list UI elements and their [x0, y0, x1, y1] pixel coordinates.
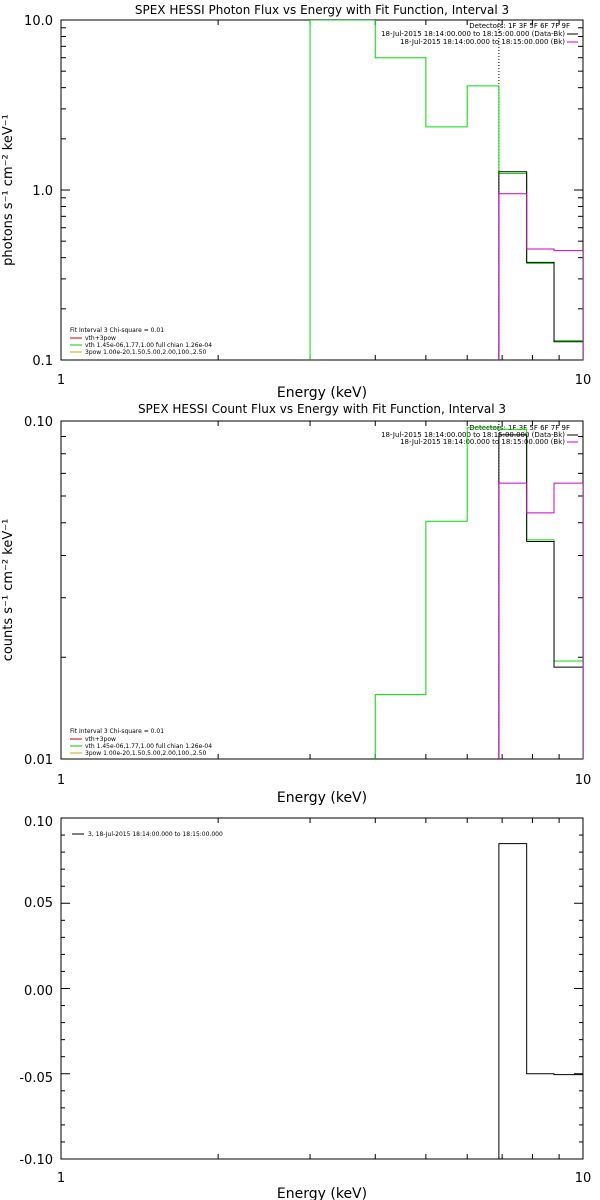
panel1-series-2 [498, 193, 583, 360]
panel2-series-1 [498, 434, 583, 759]
panel2-title: SPEX HESSI Count Flux vs Energy with Fit… [138, 402, 506, 416]
panel1-legend-bottom-3: 3pow 1.00e-20,1.50,5.00,2.00,100.,2.50 [85, 349, 206, 356]
panel2-xlabel: Energy (keV) [277, 790, 367, 806]
panel3-xtick-1: 1 [57, 1171, 65, 1186]
panel2-legend-bottom-3: 3pow 1.00e-20,1.50,5.00,2.00,100.,2.50 [85, 750, 206, 757]
panel2-legend-bottom-1: vth+3pow [85, 736, 116, 743]
panel3-xtick-10: 10 [575, 1171, 592, 1186]
panel2-ylabel: counts s⁻¹ cm⁻² keV⁻¹ [1, 519, 16, 662]
panel1-xtick-1: 1 [57, 373, 65, 388]
panel1-plot-area [60, 19, 584, 361]
panel2-legend-top-1: 18-Jul-2015 18:14:00.000 to 18:15:00.000… [381, 431, 565, 439]
panel1-series-0 [309, 20, 583, 360]
panel1-legend-top-0: Detectors: 1F 3F 5F 6F 7F 9F [469, 22, 570, 30]
panel1-xtick-10: 10 [575, 373, 592, 388]
panel3-ytick-neg0.05: -0.05 [19, 1071, 53, 1086]
panel3-ytick-0.10: 0.10 [24, 815, 53, 830]
panel3-ytick-neg0.10: -0.10 [19, 1153, 53, 1168]
panel2-frame [60, 420, 584, 760]
residuals-panel: Energy (keV) 1 10 -0.10 -0.05 0.00 0.05 … [19, 815, 591, 1200]
panel1-series-group [309, 20, 583, 360]
panel3-plot-area [60, 817, 584, 1160]
panel2-ytick-0.01: 0.01 [24, 753, 53, 768]
panel3-ytick-0.05: 0.05 [24, 896, 53, 911]
panel2-series-0 [374, 427, 583, 759]
panel2-legend-top-2: 18-Jul-2015 18:14:00.000 to 18:15:00.000… [400, 438, 565, 446]
panel1-legend-bottom-1: vth+3pow [85, 335, 116, 342]
panel2-legend-top-0: Detectors: 1F 3F 5F 6F 7F 9F [469, 424, 570, 432]
panel1-ylabel: photons s⁻¹ cm⁻² keV⁻¹ [1, 114, 16, 266]
panel2-series-group [374, 421, 583, 759]
count-flux-panel: SPEX HESSI Count Flux vs Energy with Fit… [1, 402, 591, 806]
panel1-legend-bottom-0: Fit Interval 3 Chi-square = 0.01 [70, 327, 164, 334]
panel2-ytick-0.10: 0.10 [24, 415, 53, 430]
panel1-xlabel: Energy (keV) [277, 385, 367, 401]
photon-flux-panel: SPEX HESSI Photon Flux vs Energy with Fi… [1, 3, 591, 401]
panel2-legend-bottom-0: Fit Interval 3 Chi-square = 0.01 [70, 728, 164, 735]
panel3-xlabel: Energy (keV) [277, 1186, 367, 1200]
panel1-title: SPEX HESSI Photon Flux vs Energy with Fi… [135, 3, 509, 17]
panel3-frame [60, 817, 584, 1160]
panel1-ytick-1.0: 1.0 [32, 184, 53, 199]
panel3-series-group [498, 843, 583, 1159]
panel2-plot-area [60, 420, 584, 760]
panel3-ytick-0.00: 0.00 [24, 984, 53, 999]
panel3-series-0 [498, 843, 583, 1159]
panel1-legend-bottom-2: vth 1.45e-06,1.77,1.00 full chian 1.26e-… [85, 342, 212, 349]
panel2-xtick-1: 1 [57, 773, 65, 788]
panel3-legend-top-0: 3, 18-Jul-2015 18:14:00.000 to 18:15:00.… [88, 831, 223, 838]
panel1-frame [60, 19, 584, 361]
panel2-series-2 [498, 482, 583, 759]
panel1-ytick-10.0: 10.0 [24, 14, 53, 29]
panel1-legend-top-1: 18-Jul-2015 18:14:00.000 to 18:15:00.000… [381, 30, 565, 38]
panel1-series-1 [498, 171, 583, 360]
panel1-ytick-0.1: 0.1 [32, 354, 53, 369]
panel2-legend-bottom-2: vth 1.45e-06,1.77,1.00 full chian 1.26e-… [85, 743, 212, 750]
panel2-xtick-10: 10 [575, 773, 592, 788]
panel1-legend-top-2: 18-Jul-2015 18:14:00.000 to 18:15:00.000… [400, 38, 565, 46]
